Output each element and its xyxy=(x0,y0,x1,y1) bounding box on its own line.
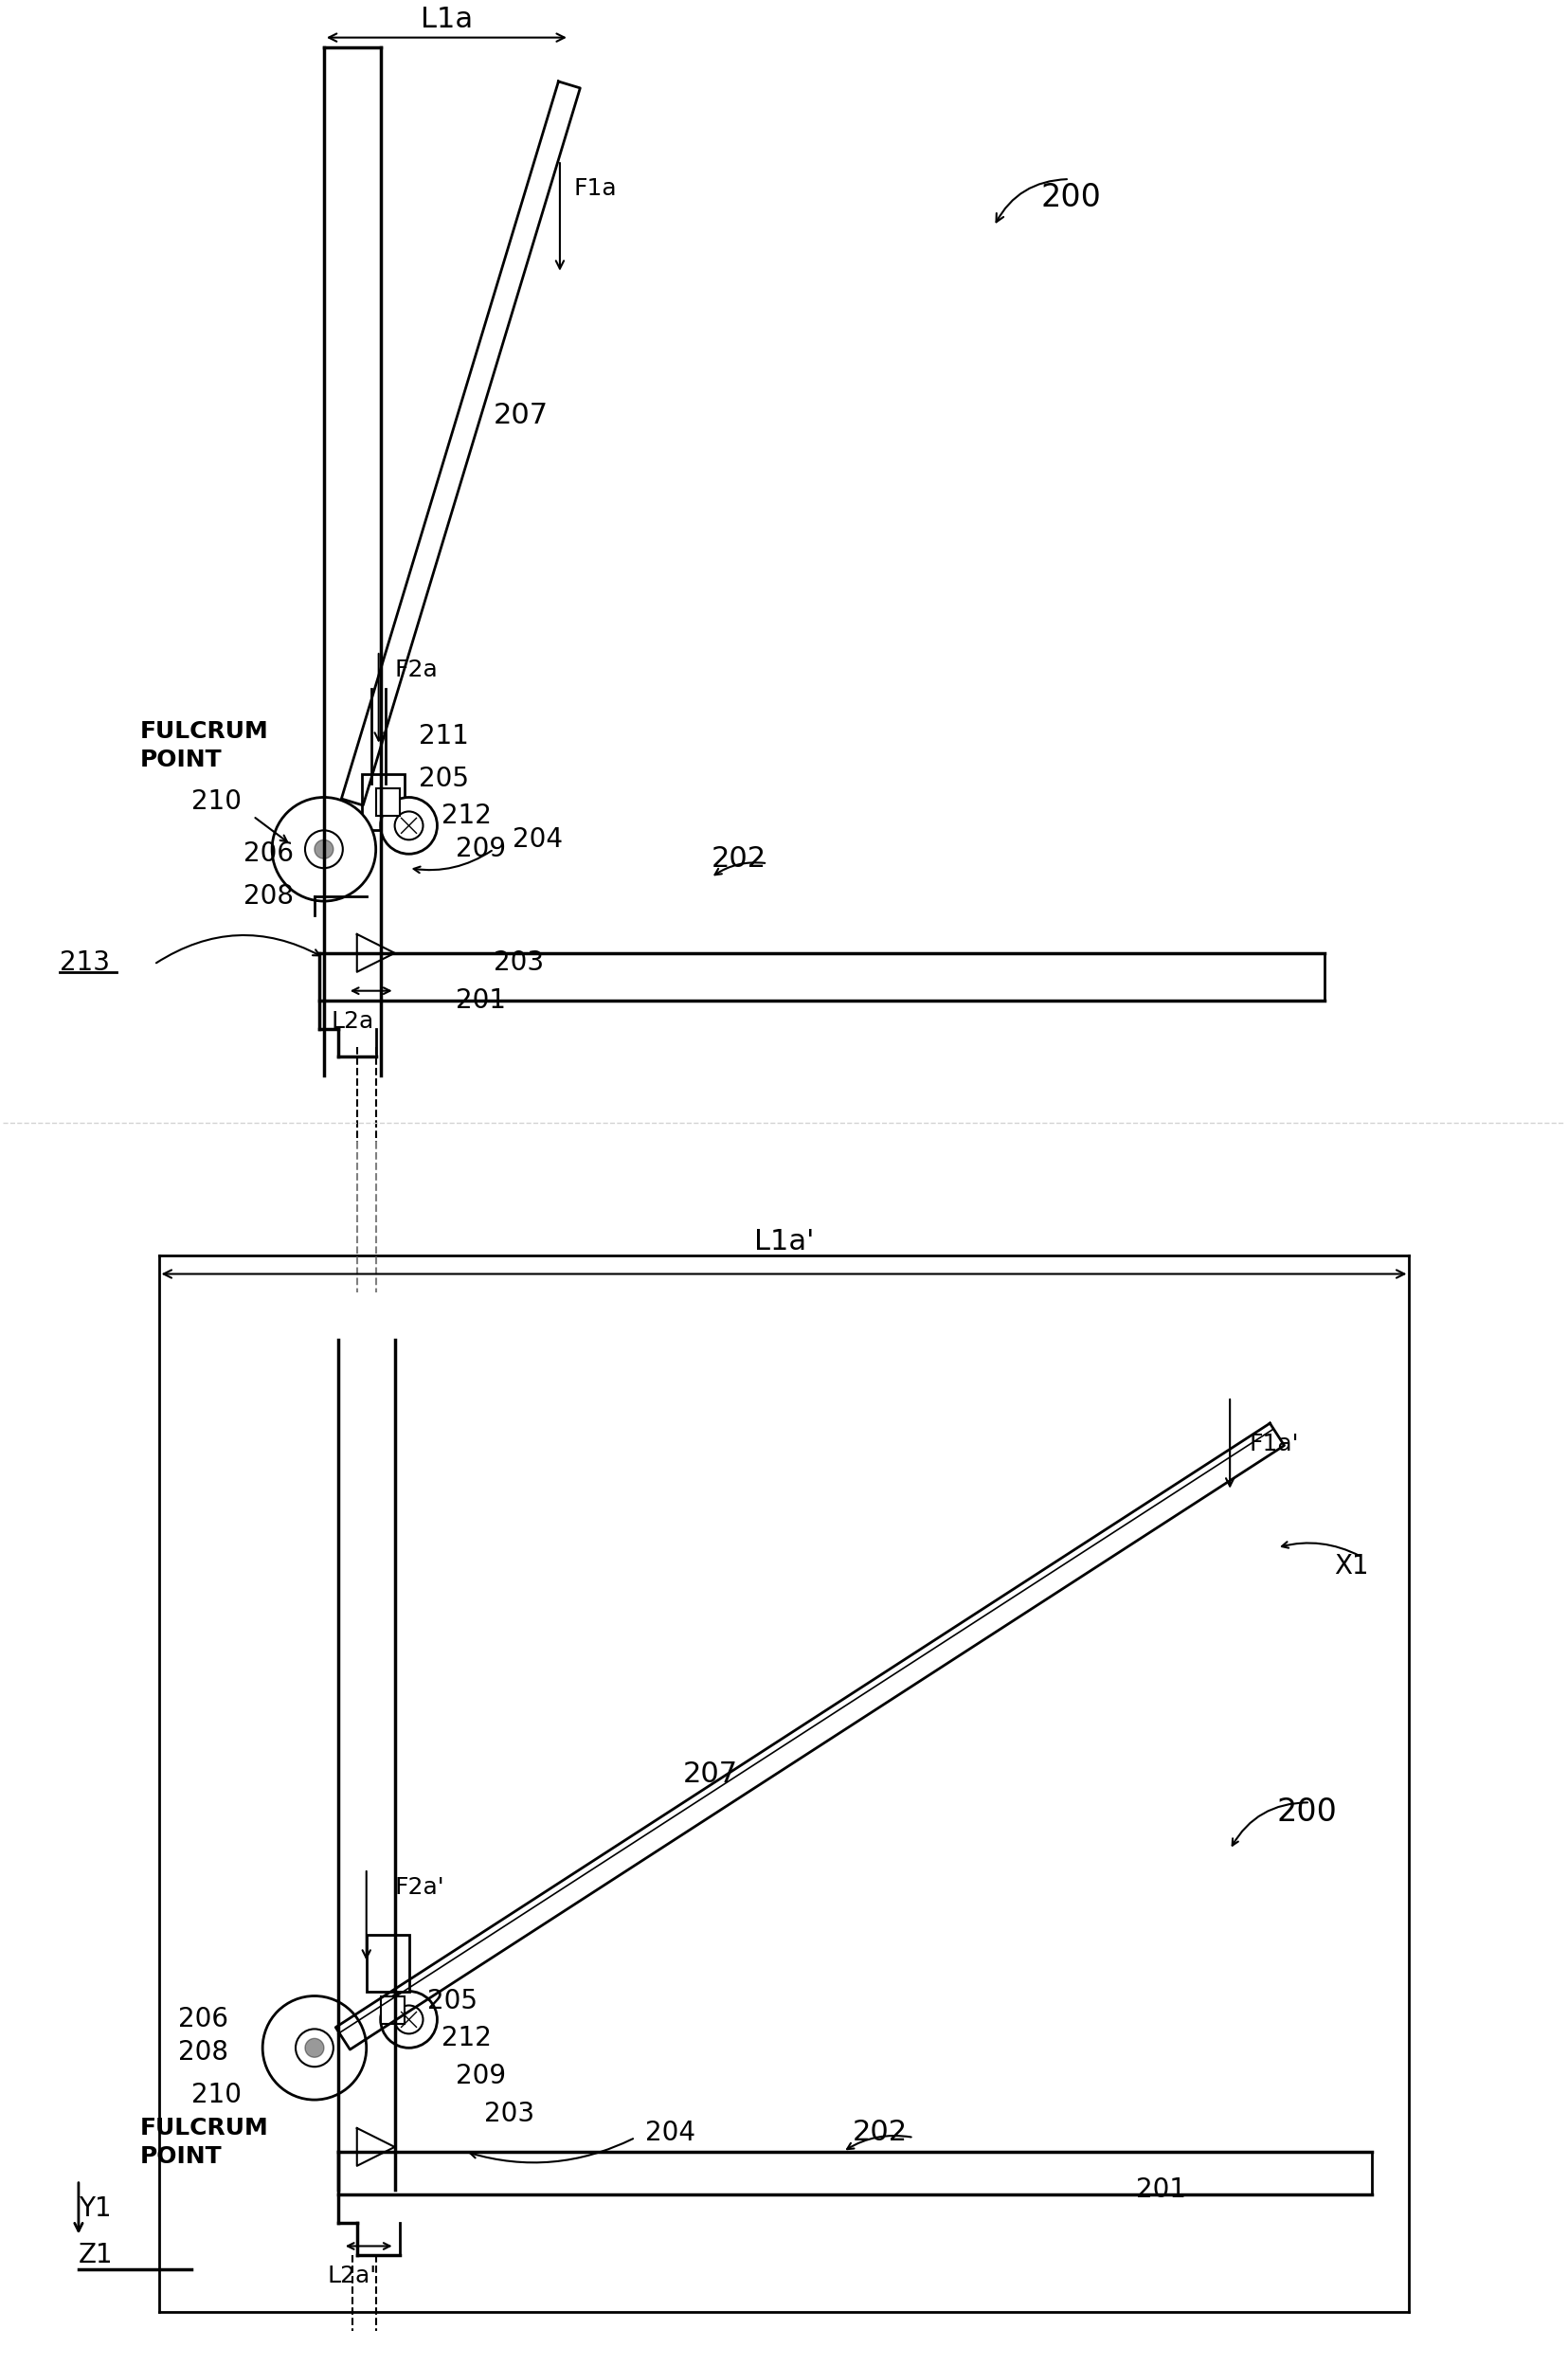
Text: 203: 203 xyxy=(494,948,544,977)
Bar xyxy=(367,1935,409,1991)
Text: Y1: Y1 xyxy=(78,2195,111,2221)
Text: 212: 212 xyxy=(442,2024,492,2053)
Circle shape xyxy=(262,1996,367,2100)
Circle shape xyxy=(381,1991,437,2048)
Text: 204: 204 xyxy=(513,825,563,854)
Text: 207: 207 xyxy=(682,1760,737,1788)
Text: X1: X1 xyxy=(1334,1554,1369,1580)
Text: POINT: POINT xyxy=(140,2145,223,2169)
Text: FULCRUM: FULCRUM xyxy=(140,2117,268,2140)
Text: L1a': L1a' xyxy=(754,1227,814,1256)
Circle shape xyxy=(315,840,334,858)
Text: Z1: Z1 xyxy=(78,2242,113,2268)
Text: 209: 209 xyxy=(456,835,506,863)
Text: 202: 202 xyxy=(710,844,765,873)
Text: L2a: L2a xyxy=(331,1010,373,1034)
Text: 205: 205 xyxy=(428,1987,478,2015)
Text: 204: 204 xyxy=(644,2119,695,2145)
Text: 212: 212 xyxy=(442,804,492,830)
Text: 206: 206 xyxy=(177,2006,227,2034)
Bar xyxy=(381,1996,405,2024)
Circle shape xyxy=(271,797,376,901)
Text: 209: 209 xyxy=(456,2062,506,2088)
Text: 208: 208 xyxy=(243,882,293,911)
Bar xyxy=(376,788,400,816)
Text: 201: 201 xyxy=(1135,2176,1185,2202)
Text: 205: 205 xyxy=(419,766,469,792)
Circle shape xyxy=(306,2039,325,2058)
Text: 213: 213 xyxy=(60,948,110,977)
Text: L1a: L1a xyxy=(420,5,472,33)
Text: 210: 210 xyxy=(191,790,241,816)
Text: F2a': F2a' xyxy=(395,1875,445,1899)
Text: 207: 207 xyxy=(494,402,549,428)
Text: POINT: POINT xyxy=(140,747,223,771)
Text: 203: 203 xyxy=(485,2100,535,2126)
Text: 202: 202 xyxy=(853,2119,908,2147)
Text: F2a: F2a xyxy=(395,657,437,681)
Text: F1a: F1a xyxy=(574,177,618,201)
Text: 200: 200 xyxy=(1276,1797,1338,1828)
Text: FULCRUM: FULCRUM xyxy=(140,719,268,743)
Circle shape xyxy=(381,797,437,854)
Text: 201: 201 xyxy=(456,986,506,1015)
Text: 206: 206 xyxy=(243,840,293,868)
Text: 200: 200 xyxy=(1041,182,1102,213)
Text: 210: 210 xyxy=(191,2081,241,2107)
Text: F1a': F1a' xyxy=(1248,1433,1298,1454)
Text: L2a': L2a' xyxy=(328,2266,376,2287)
Text: 211: 211 xyxy=(419,724,469,750)
Bar xyxy=(362,773,405,830)
Text: 208: 208 xyxy=(177,2039,227,2067)
